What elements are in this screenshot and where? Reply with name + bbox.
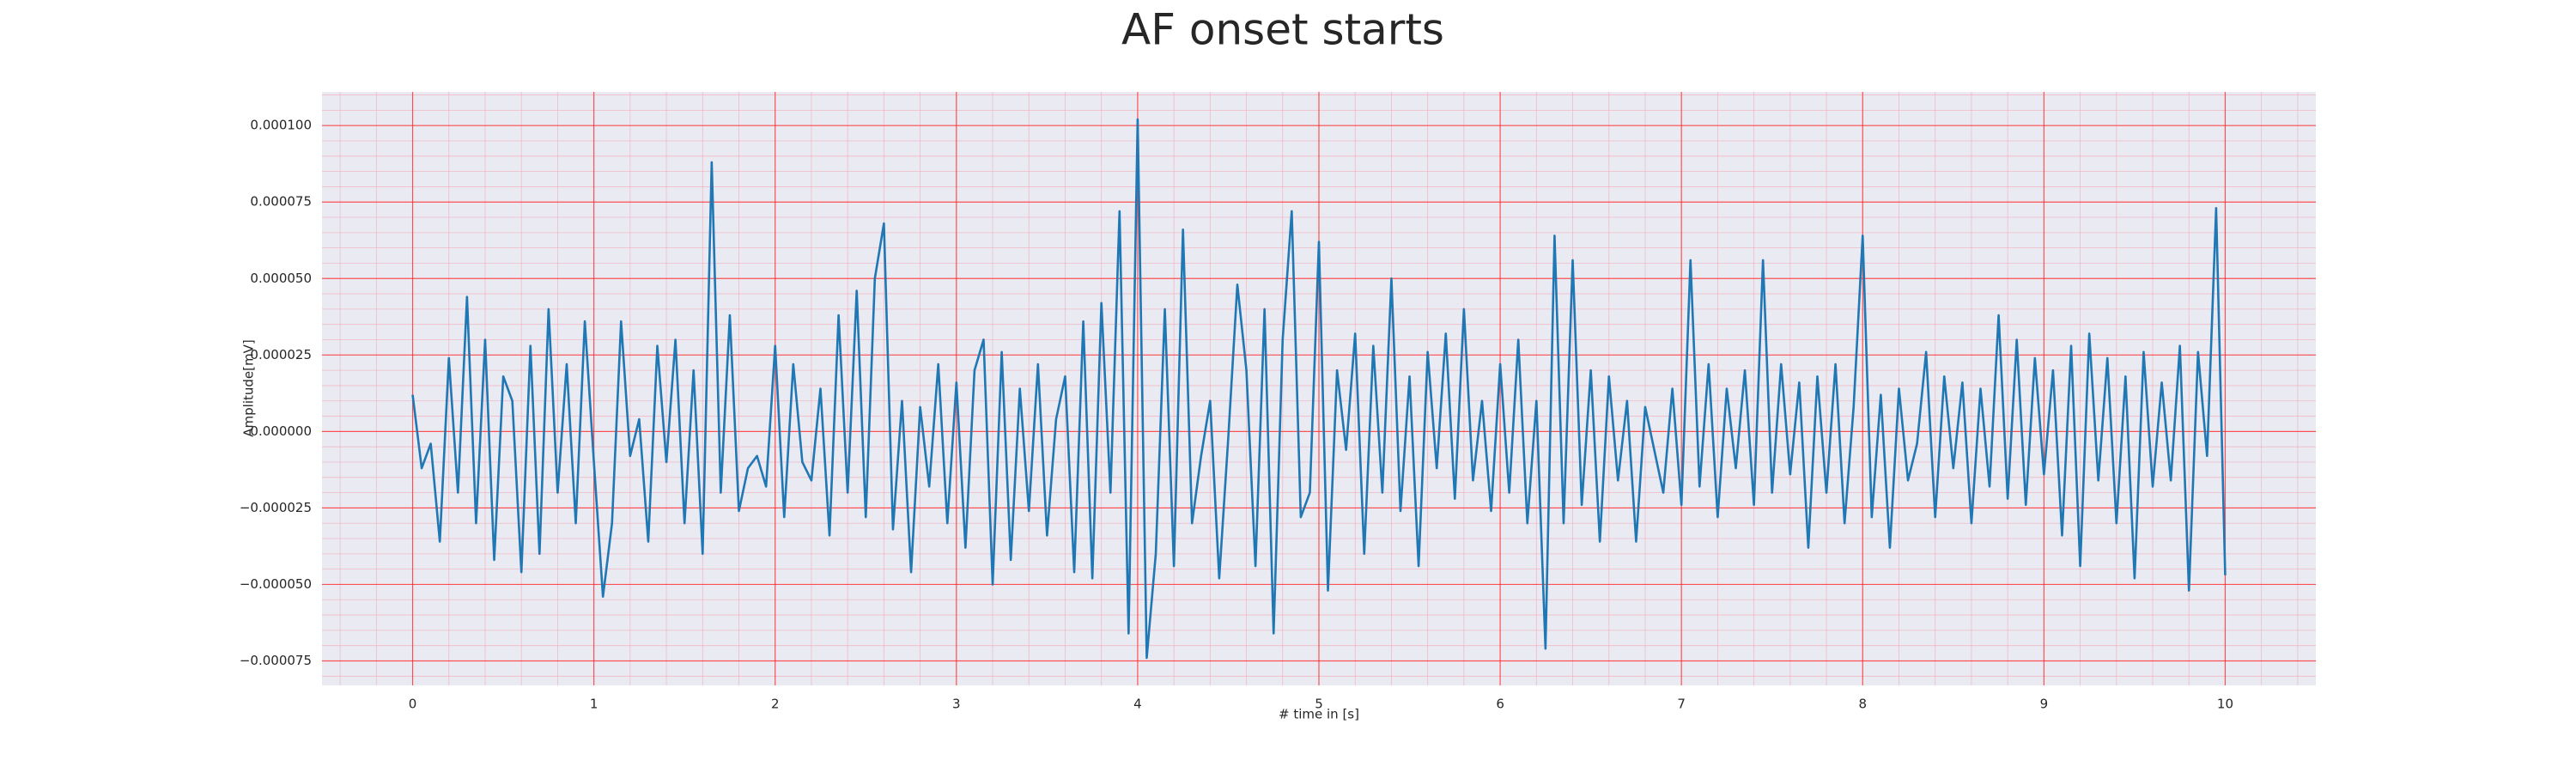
x-tick-label: 2 [771, 697, 780, 712]
y-tick-label: 0.000100 [250, 118, 312, 133]
x-tick-label: 5 [1315, 697, 1323, 712]
x-tick-label: 7 [1677, 697, 1686, 712]
y-tick-label: 0.000050 [250, 271, 312, 286]
y-tick-label: 0.000000 [250, 423, 312, 439]
x-tick-label: 8 [1858, 697, 1867, 712]
x-tick-label: 9 [2040, 697, 2049, 712]
y-axis-label: Amplitude[mV] [241, 339, 257, 436]
x-tick-label: 10 [2217, 697, 2233, 712]
chart-title: AF onset starts [1121, 5, 1444, 55]
y-tick-label: 0.000025 [250, 347, 312, 362]
x-tick-label: 0 [409, 697, 417, 712]
y-tick-label: 0.000075 [250, 194, 312, 210]
x-tick-label: 4 [1133, 697, 1142, 712]
x-tick-label: 1 [590, 697, 598, 712]
y-tick-label: −0.000025 [240, 500, 312, 515]
y-tick-label: −0.000050 [240, 576, 312, 592]
x-tick-label: 3 [952, 697, 961, 712]
y-tick-label: −0.000075 [240, 653, 312, 668]
x-axis-label: # time in [s] [1279, 707, 1359, 722]
x-tick-label: 6 [1496, 697, 1504, 712]
signal-line [411, 118, 2227, 660]
